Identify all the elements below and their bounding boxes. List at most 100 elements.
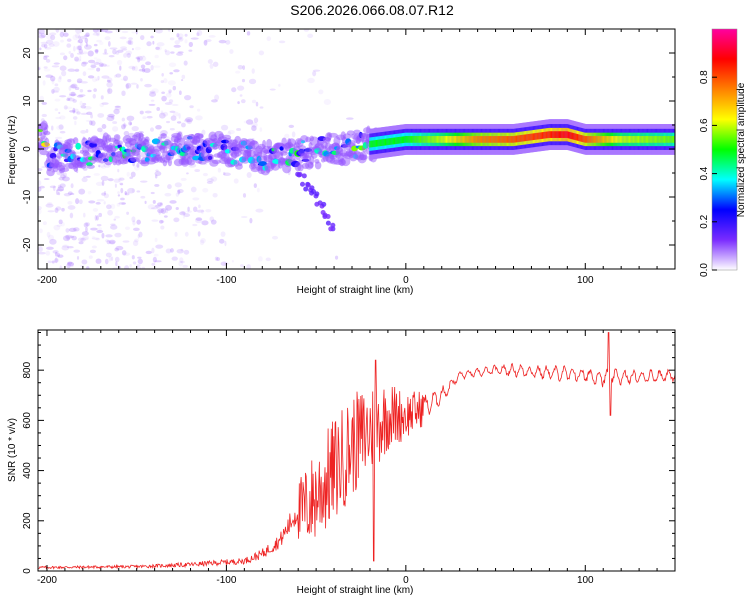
spectrogram-noise-cell [132,48,134,50]
snr-y-label: SNR (10 * v/v) [7,418,18,482]
spectrogram-noise-cell [146,41,151,46]
spectrogram-noise-cell [56,125,64,130]
spectrogram-noise-cell [146,251,152,254]
spectrogram-noise-cell [89,255,93,259]
spectrogram-noise-cell [70,92,75,97]
spectrogram-noise-cell [109,55,115,57]
spectrogram-noise-cell [46,247,54,250]
spectrogram-noise-cell [114,216,120,219]
spectrogram-noise-cell [148,204,156,209]
spectrogram-noise-cell [154,184,159,187]
spectrogram-noise-cell [170,37,175,40]
spectrogram-noise-cell [304,28,309,32]
spectrogram-noise-cell [60,131,66,134]
spectrogram-x-tick-label: -100 [216,275,236,286]
spectrogram-noise-cell [145,201,147,204]
spectrogram-noise-cell [137,56,143,61]
spectrogram-noise-cell [85,227,88,232]
spectrogram-noise-cell [126,41,130,44]
spectrogram-noise-cell [97,113,104,118]
spectrogram-noise-cell [289,125,295,128]
spectrogram-noise-cell [155,175,157,179]
spectrogram-noise-cell [114,218,117,220]
spectrogram-noise-cell [249,79,256,84]
spectrogram-noise-cell [65,235,72,239]
spectrogram-noise-cell [118,177,122,182]
spectrogram-noise-cell [36,206,42,210]
spectrogram-noise-cell [126,212,129,215]
spectrogram-noise-cell [136,163,139,168]
spectrogram-noise-cell [254,183,257,188]
spectrogram-noise-cell [108,41,111,47]
spectrogram-noise-cell [174,45,181,48]
spectrogram-noise-cell [164,193,171,197]
snr-y-tick-label: 200 [22,512,33,529]
figure-title: S206.2026.066.08.07.R12 [290,2,454,18]
spectrogram-noise-cell [71,183,74,188]
spectrogram-noise-cell [207,181,213,184]
spectrogram-noise-cell [115,184,117,188]
spectrogram-noise-cell [56,189,59,195]
spectrogram-noise-cell [70,53,74,58]
spectrogram-noise-cell [151,192,155,194]
spectrogram-noise-cell [151,88,158,93]
spectrogram-noise-cell [66,43,71,47]
spectrogram-noise-cell [196,217,203,221]
spectrogram-noise-cell [127,172,130,177]
spectrogram-noise-cell [59,265,62,271]
spectrogram-noise-cell [155,238,158,242]
snr-y-tick-label: 400 [22,462,33,479]
spectrogram-noise-cell [154,254,159,257]
spectrogram-noise-cell [50,35,55,40]
spectrogram-noise-cell [173,217,179,222]
colorbar-tick-label: 0.4 [699,166,710,180]
spectrogram-noise-cell [197,109,200,112]
spectrogram-noise-cell [58,185,62,189]
spectrogram-noise-cell [161,80,164,83]
spectrogram-noise-cell [176,53,183,56]
snr-y-tick-label: 600 [22,412,33,429]
spectrogram-noise-cell [96,40,102,43]
spectrogram-noise-cell [237,86,244,91]
spectrogram-noise-cell [247,31,250,35]
spectrogram-branch-cell [321,202,326,207]
spectrogram-band-cell [196,134,203,139]
spectrogram-noise-cell [258,256,263,261]
spectrogram-noise-cell [151,65,154,70]
spectrogram-noise-cell [97,128,103,133]
spectrogram-noise-cell [313,70,321,72]
spectrogram-noise-cell [149,104,156,106]
snr-x-label: Height of straight line (km) [297,585,414,596]
spectrogram-noise-cell [152,41,154,45]
spectrogram-noise-cell [169,72,173,74]
spectrogram-noise-cell [73,46,76,52]
spectrogram-noise-cell [185,232,189,237]
spectrogram-noise-cell [63,55,67,60]
spectrogram-noise-cell [192,197,199,200]
spectrogram-noise-cell [112,126,118,132]
spectrogram-noise-cell [243,193,246,198]
spectrogram-noise-cell [39,96,44,101]
spectrogram-noise-cell [65,107,72,110]
spectrogram-noise-cell [168,80,176,85]
spectrogram-band-peak [208,156,212,160]
spectrogram-noise-cell [68,98,75,102]
spectrogram-noise-cell [78,39,83,43]
spectrogram-noise-cell [165,102,173,105]
spectrogram-noise-cell [127,188,135,194]
spectrogram-noise-cell [55,252,57,257]
spectrogram-noise-cell [76,46,82,51]
spectrogram-noise-cell [124,265,129,271]
spectrogram-noise-cell [70,262,74,267]
spectrogram-noise-cell [181,75,185,79]
spectrogram-noise-cell [49,239,56,245]
figure: S206.2026.066.08.07.R12 -200 -100 0 100 -20… [0,0,750,600]
spectrogram-noise-cell [71,236,76,241]
spectrogram-noise-cell [55,117,61,119]
spectrogram-band-cell [114,134,121,141]
spectrogram-noise-cell [96,31,100,36]
spectrogram-noise-cell [213,193,218,198]
spectrogram-noise-cell [79,199,83,204]
spectrogram-noise-cell [44,68,51,71]
spectrogram-noise-cell [278,84,281,87]
